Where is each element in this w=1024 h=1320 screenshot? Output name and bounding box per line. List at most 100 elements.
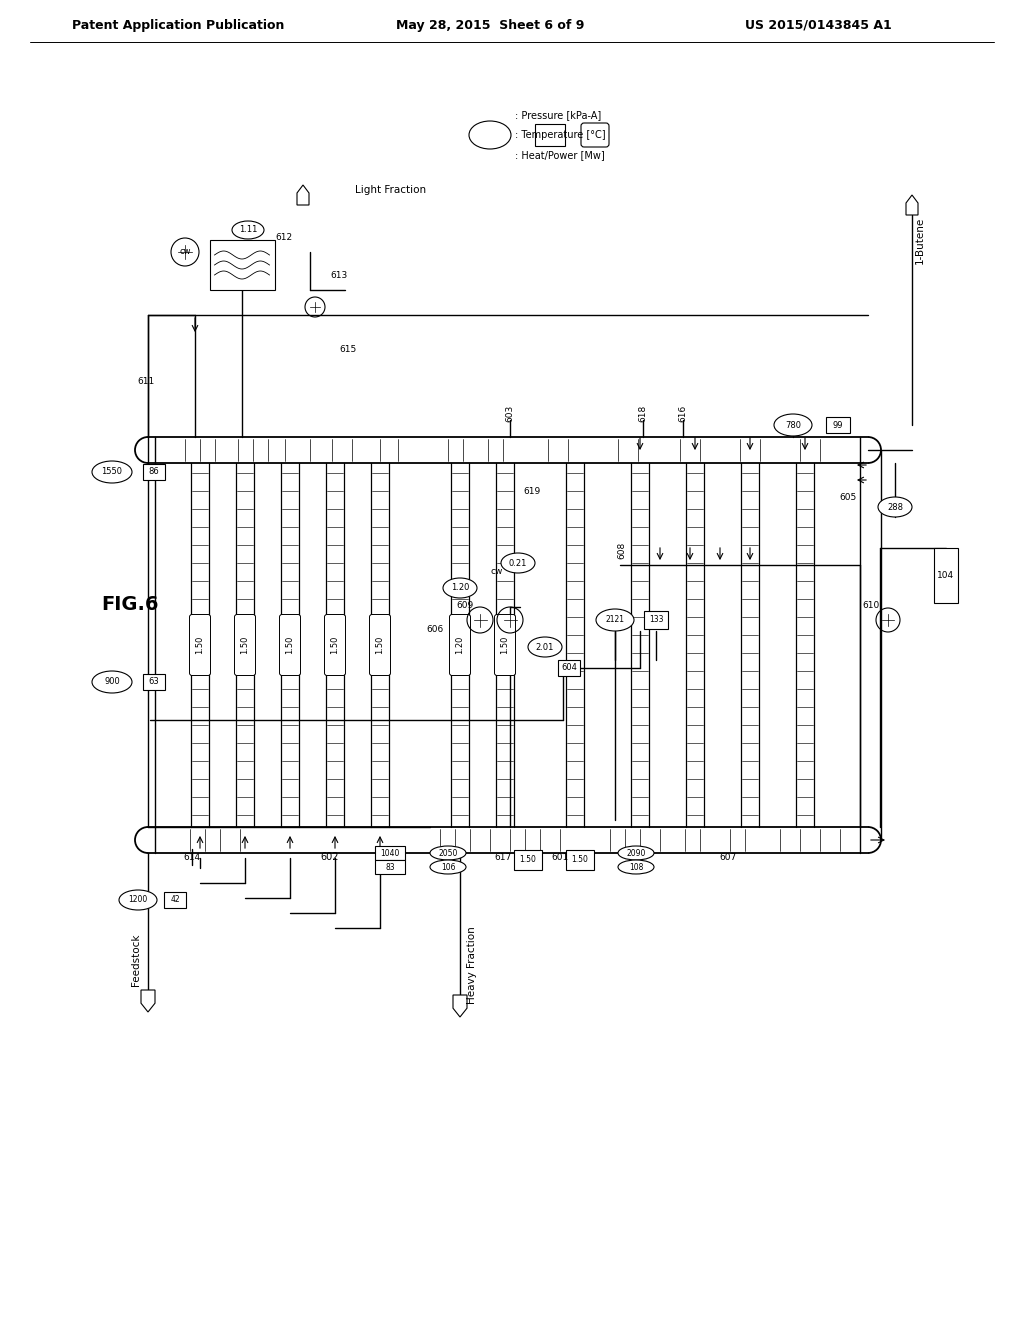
- Text: 615: 615: [339, 346, 356, 355]
- Text: 1.50: 1.50: [501, 636, 510, 655]
- Text: Feedstock: Feedstock: [131, 933, 141, 986]
- Bar: [143, 465, 165, 480]
- Bar: [566, 850, 594, 870]
- Text: 1.20: 1.20: [451, 583, 469, 593]
- Bar: [514, 850, 542, 870]
- Text: cw: cw: [179, 248, 190, 256]
- Text: 133: 133: [649, 615, 664, 624]
- Text: 604: 604: [561, 664, 577, 672]
- Text: 1550: 1550: [101, 467, 123, 477]
- Text: 601: 601: [551, 853, 568, 862]
- Text: 99: 99: [833, 421, 843, 429]
- Text: 614: 614: [183, 853, 201, 862]
- Ellipse shape: [618, 846, 654, 861]
- Text: 2121: 2121: [605, 615, 625, 624]
- Bar: [644, 611, 668, 630]
- Ellipse shape: [443, 578, 477, 598]
- Ellipse shape: [774, 414, 812, 436]
- Polygon shape: [906, 195, 918, 215]
- FancyBboxPatch shape: [325, 615, 345, 676]
- FancyBboxPatch shape: [280, 615, 300, 676]
- Ellipse shape: [430, 861, 466, 874]
- Text: 1.50: 1.50: [376, 636, 384, 655]
- FancyBboxPatch shape: [450, 615, 470, 676]
- Polygon shape: [141, 990, 155, 1012]
- Text: 602: 602: [321, 851, 339, 862]
- Ellipse shape: [92, 461, 132, 483]
- Text: 1200: 1200: [128, 895, 147, 904]
- Text: 611: 611: [138, 378, 155, 387]
- Text: 900: 900: [104, 677, 120, 686]
- Ellipse shape: [878, 498, 912, 517]
- Ellipse shape: [596, 609, 634, 631]
- Text: 63: 63: [148, 677, 160, 686]
- Text: 1040: 1040: [380, 849, 399, 858]
- Text: 780: 780: [785, 421, 801, 429]
- Text: 1.20: 1.20: [456, 636, 465, 655]
- Text: 1.50: 1.50: [286, 636, 295, 655]
- Ellipse shape: [618, 861, 654, 874]
- Text: Heavy Fraction: Heavy Fraction: [467, 927, 477, 1005]
- Text: : Pressure [kPa-A]: : Pressure [kPa-A]: [515, 110, 601, 120]
- Polygon shape: [297, 185, 309, 205]
- FancyBboxPatch shape: [234, 615, 256, 676]
- Text: 1.50: 1.50: [241, 636, 250, 655]
- Text: Patent Application Publication: Patent Application Publication: [72, 18, 285, 32]
- Bar: [826, 417, 850, 433]
- Text: 608: 608: [617, 541, 627, 558]
- FancyBboxPatch shape: [189, 615, 211, 676]
- Ellipse shape: [232, 220, 264, 239]
- Text: 609: 609: [457, 601, 474, 610]
- Text: 2.01: 2.01: [536, 643, 554, 652]
- Text: 106: 106: [440, 862, 456, 871]
- Text: 86: 86: [148, 467, 160, 477]
- Text: Light Fraction: Light Fraction: [355, 185, 426, 195]
- Text: FIG.6: FIG.6: [101, 595, 159, 615]
- Text: : Temperature [°C]: : Temperature [°C]: [515, 129, 605, 140]
- Text: 612: 612: [275, 234, 292, 243]
- Text: 616: 616: [679, 404, 687, 421]
- Bar: [164, 892, 186, 908]
- Text: 104: 104: [937, 570, 954, 579]
- Text: 607: 607: [720, 853, 736, 862]
- Text: US 2015/0143845 A1: US 2015/0143845 A1: [744, 18, 891, 32]
- Text: 2050: 2050: [438, 849, 458, 858]
- Text: 83: 83: [385, 862, 395, 871]
- Text: 0.21: 0.21: [509, 558, 527, 568]
- Text: 1.50: 1.50: [196, 636, 205, 655]
- Text: 2090: 2090: [627, 849, 646, 858]
- Ellipse shape: [92, 671, 132, 693]
- Text: 1-Butene: 1-Butene: [915, 216, 925, 264]
- Text: 1.50: 1.50: [331, 636, 340, 655]
- Ellipse shape: [430, 846, 466, 861]
- Text: 603: 603: [506, 404, 514, 421]
- Bar: [143, 675, 165, 690]
- Ellipse shape: [469, 121, 511, 149]
- Ellipse shape: [119, 890, 157, 909]
- Text: 617: 617: [495, 853, 512, 862]
- Text: 610: 610: [863, 601, 880, 610]
- Text: 288: 288: [887, 503, 903, 511]
- Bar: [375, 861, 406, 874]
- Polygon shape: [453, 995, 467, 1016]
- Text: cw: cw: [490, 568, 503, 577]
- Text: 42: 42: [170, 895, 180, 904]
- Text: May 28, 2015  Sheet 6 of 9: May 28, 2015 Sheet 6 of 9: [396, 18, 584, 32]
- Text: 1.11: 1.11: [239, 226, 257, 235]
- Text: : Heat/Power [Mw]: : Heat/Power [Mw]: [515, 150, 605, 160]
- Text: 606: 606: [426, 626, 443, 635]
- Ellipse shape: [501, 553, 535, 573]
- Text: 1.50: 1.50: [571, 855, 589, 865]
- Text: 108: 108: [629, 862, 643, 871]
- Bar: [934, 548, 958, 602]
- Bar: [535, 124, 565, 147]
- Text: 619: 619: [523, 487, 541, 496]
- Bar: [375, 846, 406, 861]
- Ellipse shape: [528, 638, 562, 657]
- Bar: [210, 240, 274, 290]
- FancyBboxPatch shape: [495, 615, 515, 676]
- FancyBboxPatch shape: [581, 123, 609, 147]
- Text: 613: 613: [330, 271, 347, 280]
- FancyBboxPatch shape: [370, 615, 390, 676]
- Bar: [558, 660, 580, 676]
